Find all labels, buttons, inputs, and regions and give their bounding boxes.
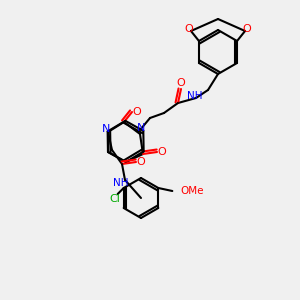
Text: O: O (136, 157, 146, 167)
Text: O: O (158, 147, 166, 157)
Text: NH: NH (113, 178, 129, 188)
Text: OMe: OMe (180, 186, 204, 196)
Text: O: O (133, 107, 141, 117)
Text: N: N (102, 124, 110, 134)
Text: NH: NH (187, 91, 203, 101)
Text: Cl: Cl (109, 194, 120, 204)
Text: O: O (184, 24, 193, 34)
Text: O: O (177, 78, 185, 88)
Text: N: N (137, 123, 145, 133)
Text: O: O (243, 24, 251, 34)
